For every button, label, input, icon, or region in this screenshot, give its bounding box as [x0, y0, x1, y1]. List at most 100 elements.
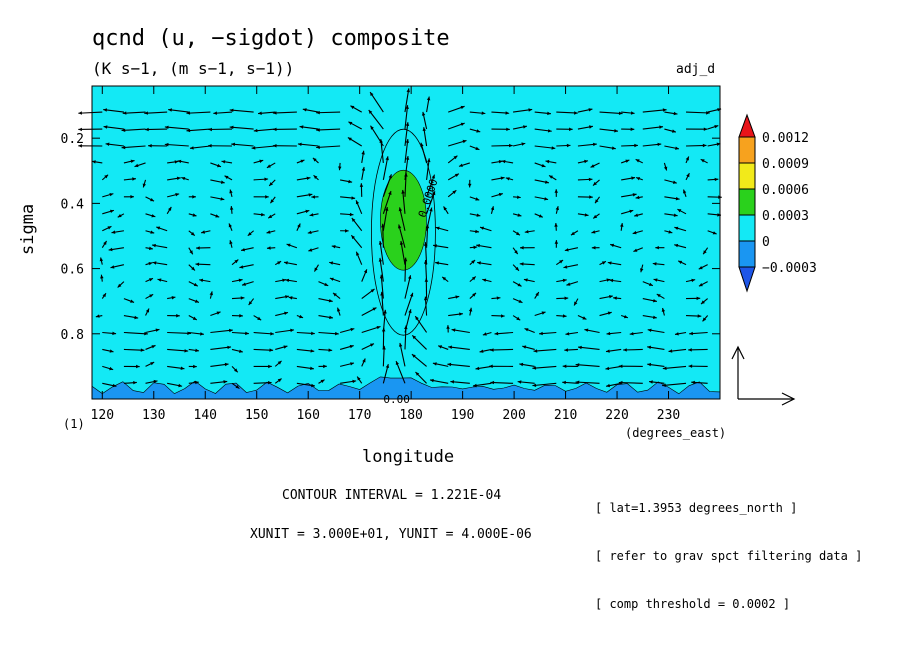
wind-vector	[395, 360, 406, 384]
wind-vector-head	[309, 213, 314, 217]
wind-vector-head	[468, 307, 473, 312]
wind-vector-head	[569, 127, 573, 131]
wind-vector-head	[476, 244, 480, 248]
wind-vector	[575, 381, 600, 384]
wind-vector-head	[574, 111, 578, 115]
wind-vector-head	[430, 378, 434, 383]
wind-vector-head	[134, 163, 139, 168]
plot-frame	[91, 85, 721, 400]
wind-vector	[404, 122, 409, 147]
wind-vector	[316, 145, 341, 149]
wind-vector-head	[403, 257, 408, 262]
wind-vector-head	[533, 349, 538, 353]
wind-vector	[404, 172, 407, 197]
wind-vector-head	[459, 312, 463, 316]
wind-vector-head	[164, 142, 169, 147]
wind-vector-head	[634, 143, 638, 148]
wind-vector-head	[566, 143, 571, 148]
wind-vector-head	[133, 381, 137, 385]
wind-vector-head	[404, 172, 408, 177]
wind-vector-head	[171, 296, 176, 300]
chart-units: (K s−1, (m s−1, s−1))	[92, 59, 295, 78]
wind-vector-head	[482, 332, 487, 336]
wind-vector-head	[186, 128, 191, 133]
colorbar-top-arrow	[738, 113, 756, 138]
wind-vector-head	[423, 296, 428, 301]
reference-vector-vertical-head	[731, 345, 745, 360]
wind-vector	[447, 363, 470, 367]
wind-vector-head	[635, 159, 640, 163]
wind-vector-head	[528, 108, 533, 112]
y-tick-label: 0.2	[61, 132, 84, 147]
wind-vector	[686, 111, 710, 114]
wind-vector	[316, 128, 341, 131]
wind-vector	[577, 346, 600, 350]
wind-vector-head	[229, 108, 234, 112]
wind-vector-head	[242, 282, 246, 286]
wind-vector-head	[117, 283, 122, 288]
wind-vector-head	[606, 278, 611, 282]
wind-vector-head	[351, 218, 356, 222]
wind-vector	[490, 381, 514, 384]
wind-vector-head	[229, 240, 233, 245]
wind-vector-head	[473, 383, 477, 388]
wind-vector-head	[517, 213, 522, 217]
wind-vector	[382, 174, 392, 198]
colorbar: 0.0012 0.0009 0.0006 0.0003 0 −0.0003	[738, 113, 817, 293]
wind-vector-head	[702, 317, 707, 322]
x-tick-label: 190	[451, 408, 474, 423]
wind-vector	[642, 109, 667, 113]
wind-vector-head	[551, 146, 556, 150]
wind-vector-head	[228, 223, 232, 228]
wind-vector-head	[224, 362, 229, 367]
wind-vector-head	[348, 121, 353, 126]
wind-vector-head	[700, 159, 705, 163]
wind-vector-head	[606, 383, 610, 388]
wind-vector-head	[656, 294, 661, 298]
wind-vector	[316, 111, 341, 114]
wind-vector-head	[601, 261, 606, 265]
wind-vector-head	[589, 195, 593, 199]
x-tick-label: 200	[502, 408, 525, 423]
wind-vector	[382, 223, 384, 248]
wind-vector-head	[606, 349, 610, 353]
wind-vector-head	[471, 260, 476, 264]
wind-vector-head	[316, 128, 320, 132]
wind-vector-head	[238, 278, 243, 282]
wind-vector-head	[217, 163, 221, 168]
wind-vector	[662, 365, 687, 370]
wind-vector-head	[109, 193, 114, 197]
wind-vector-head	[623, 348, 627, 352]
wind-vector-head	[269, 348, 274, 352]
wind-vector-head	[149, 294, 154, 298]
wind-vector-head	[547, 111, 551, 116]
wind-vector-head	[331, 245, 336, 249]
wind-vector-head	[283, 345, 288, 349]
wind-vector-head	[415, 316, 419, 321]
wind-vector-head	[662, 108, 667, 112]
wind-vector-head	[220, 197, 225, 201]
wind-vector-head	[498, 160, 503, 164]
wind-vector	[426, 191, 436, 214]
wind-vector-head	[524, 328, 529, 332]
wind-vector-head	[523, 278, 528, 282]
wind-vector-head	[229, 206, 234, 210]
wind-vector-head	[398, 224, 402, 229]
wind-vector-head	[311, 195, 315, 199]
wind-vector-head	[398, 207, 403, 212]
wind-vector-head	[333, 292, 337, 297]
wind-vector-head	[385, 207, 389, 211]
wind-vector-head	[272, 144, 277, 148]
wind-vector-head	[401, 189, 405, 194]
wind-vector-head	[297, 223, 301, 228]
wind-vector-head	[282, 278, 286, 282]
wind-vector-head	[494, 331, 499, 336]
wind-vector-head	[348, 179, 353, 184]
wind-vector-head	[178, 383, 183, 388]
wind-vector	[404, 139, 409, 164]
wind-vector	[231, 143, 254, 147]
y-axis-label: sigma	[18, 203, 38, 255]
wind-vector-head	[370, 289, 375, 293]
wind-vector-head	[266, 230, 271, 234]
wind-vector-head	[355, 200, 360, 205]
